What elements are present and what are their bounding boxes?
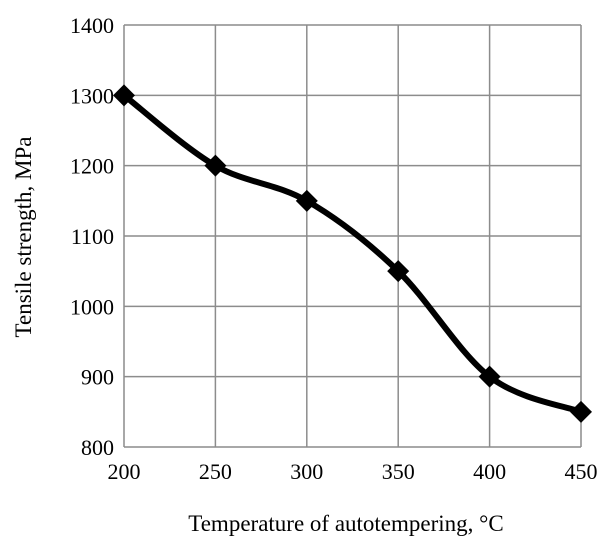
grid (123, 24, 582, 448)
x-tick-labels: 200 250 300 350 400 450 (108, 459, 598, 484)
data-point-350 (387, 260, 410, 283)
data-markers (113, 84, 592, 423)
y-axis-title: Tensile strength, MPa (11, 137, 36, 338)
x-tick-label-300: 300 (290, 459, 323, 484)
data-point-300 (295, 189, 318, 212)
y-tick-label-1300: 1300 (70, 83, 114, 108)
y-tick-labels: 800 900 1000 1100 1200 1300 1400 (70, 13, 114, 460)
x-axis-title: Temperature of autotempering, °C (188, 511, 503, 536)
x-tick-label-400: 400 (473, 459, 506, 484)
data-point-200 (113, 84, 135, 107)
data-point-400 (478, 365, 501, 388)
series-line (121, 92, 584, 415)
data-point-450 (570, 400, 592, 423)
x-tick-label-450: 450 (565, 459, 598, 484)
x-tick-label-200: 200 (108, 459, 141, 484)
y-tick-label-800: 800 (81, 435, 114, 460)
data-point-250 (204, 154, 227, 177)
y-tick-label-1100: 1100 (71, 224, 114, 249)
y-tick-label-1000: 1000 (70, 294, 114, 319)
x-tick-label-250: 250 (199, 459, 232, 484)
y-tick-label-1400: 1400 (70, 13, 114, 38)
x-tick-label-350: 350 (382, 459, 415, 484)
y-tick-label-1200: 1200 (70, 154, 114, 179)
y-tick-label-900: 900 (81, 365, 114, 390)
